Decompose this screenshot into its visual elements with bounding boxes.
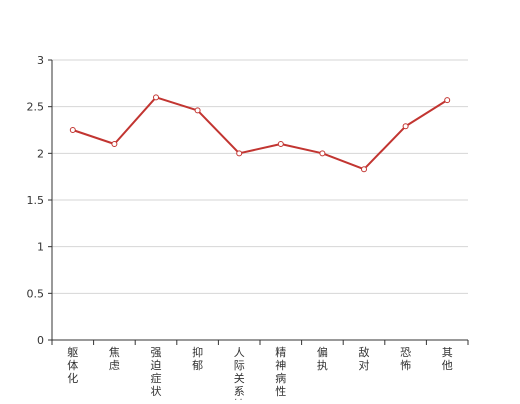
- x-category-label: 其他: [442, 346, 453, 372]
- y-axis: 0 0.5 1 1.5 2 2.5 3: [27, 54, 53, 347]
- data-point[interactable]: [153, 94, 159, 101]
- y-tick-label: 1.5: [27, 194, 45, 207]
- x-category-label: 强迫症状: [151, 346, 162, 398]
- data-point[interactable]: [277, 141, 284, 147]
- series-layer: [69, 94, 451, 173]
- y-tick-label: 2.5: [27, 101, 45, 114]
- y-tick-label: 3: [37, 54, 44, 67]
- data-point[interactable]: [361, 166, 367, 173]
- x-category-label: 精神病性: [275, 346, 286, 398]
- y-tick-label: 0.5: [27, 287, 45, 300]
- x-category-label: 抑郁: [192, 345, 203, 372]
- x-category-label: 敌对: [359, 345, 370, 372]
- x-axis: 躯体化 焦虑 强迫症状 抑郁 人际关系敏感 精神病性 偏执 敌对 恐怖 其他: [51, 339, 469, 404]
- series-line: [72, 96, 448, 171]
- y-tick-label: 0: [37, 334, 44, 347]
- data-point[interactable]: [69, 127, 76, 133]
- data-point[interactable]: [236, 150, 243, 157]
- x-category-label: 焦虑: [109, 346, 120, 372]
- x-category-label: 躯体化: [67, 346, 78, 385]
- data-point[interactable]: [402, 123, 409, 130]
- y-tick-label: 1: [37, 241, 44, 254]
- y-tick-label: 2: [37, 147, 44, 160]
- grid-lines: [52, 59, 468, 294]
- data-point[interactable]: [319, 150, 326, 157]
- data-point[interactable]: [444, 97, 451, 104]
- x-category-label: 人际关系敏感: [234, 346, 245, 400]
- x-category-label: 偏执: [317, 345, 328, 372]
- x-category-label: 恐怖: [400, 346, 411, 372]
- data-point[interactable]: [111, 141, 118, 147]
- data-point[interactable]: [194, 107, 201, 114]
